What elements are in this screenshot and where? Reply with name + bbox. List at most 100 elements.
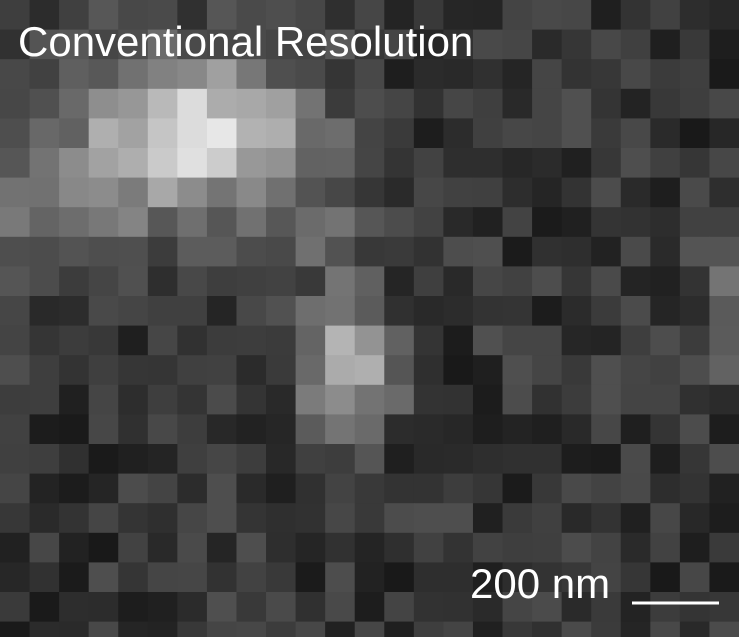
- pixel: [591, 385, 621, 415]
- pixel: [236, 414, 266, 444]
- pixel: [30, 592, 60, 622]
- pixel: [148, 355, 178, 385]
- pixel: [30, 355, 60, 385]
- pixel: [680, 414, 710, 444]
- pixel: [118, 237, 148, 267]
- pixel: [89, 178, 119, 208]
- pixel: [355, 474, 385, 504]
- pixel: [89, 414, 119, 444]
- pixel: [473, 89, 503, 119]
- pixel: [296, 148, 326, 178]
- pixel: [30, 148, 60, 178]
- pixel: [30, 89, 60, 119]
- pixel: [591, 148, 621, 178]
- pixel: [473, 30, 503, 60]
- pixel: [325, 148, 355, 178]
- pixel: [650, 414, 680, 444]
- pixel: [207, 414, 237, 444]
- pixel: [680, 592, 710, 622]
- pixel: [532, 207, 562, 237]
- pixel: [207, 474, 237, 504]
- pixel: [621, 30, 651, 60]
- pixel: [503, 474, 533, 504]
- pixel: [236, 326, 266, 356]
- pixel: [325, 326, 355, 356]
- pixel: [591, 237, 621, 267]
- pixel: [355, 562, 385, 592]
- pixel: [532, 178, 562, 208]
- pixel: [236, 296, 266, 326]
- pixel: [236, 592, 266, 622]
- pixel: [621, 592, 651, 622]
- pixel: [562, 266, 592, 296]
- pixel: [296, 296, 326, 326]
- pixel: [266, 355, 296, 385]
- pixel: [177, 444, 207, 474]
- pixel: [443, 474, 473, 504]
- pixel: [236, 207, 266, 237]
- pixel: [384, 148, 414, 178]
- pixel: [532, 533, 562, 563]
- pixel: [177, 533, 207, 563]
- pixel: [30, 326, 60, 356]
- pixel: [503, 414, 533, 444]
- pixel: [473, 622, 503, 637]
- pixel: [621, 622, 651, 637]
- pixel: [0, 118, 30, 148]
- pixel: [443, 444, 473, 474]
- pixel: [680, 266, 710, 296]
- pixel: [0, 474, 30, 504]
- pixel: [532, 355, 562, 385]
- pixel: [118, 622, 148, 637]
- pixel: [503, 237, 533, 267]
- pixel: [355, 592, 385, 622]
- pixel: [503, 89, 533, 119]
- pixel: [59, 414, 89, 444]
- pixel: [325, 355, 355, 385]
- pixel: [680, 0, 710, 30]
- pixel: [177, 503, 207, 533]
- pixel: [443, 326, 473, 356]
- pixel: [680, 178, 710, 208]
- pixel: [296, 266, 326, 296]
- pixel: [148, 414, 178, 444]
- pixel: [414, 592, 444, 622]
- pixel: [591, 89, 621, 119]
- pixel: [59, 592, 89, 622]
- pixel: [207, 178, 237, 208]
- pixel: [177, 296, 207, 326]
- pixel: [532, 148, 562, 178]
- pixel: [414, 385, 444, 415]
- pixel-grid: [0, 0, 739, 637]
- pixel: [414, 414, 444, 444]
- pixel: [591, 30, 621, 60]
- pixel: [355, 533, 385, 563]
- pixel: [650, 237, 680, 267]
- pixel: [59, 533, 89, 563]
- pixel: [562, 622, 592, 637]
- pixel: [0, 266, 30, 296]
- pixel: [503, 533, 533, 563]
- pixel: [148, 178, 178, 208]
- pixel: [709, 474, 739, 504]
- pixel: [325, 592, 355, 622]
- pixel: [236, 562, 266, 592]
- pixel: [680, 207, 710, 237]
- pixel: [118, 562, 148, 592]
- pixel: [177, 207, 207, 237]
- pixel: [59, 207, 89, 237]
- pixel: [384, 474, 414, 504]
- pixel: [177, 622, 207, 637]
- pixel: [414, 148, 444, 178]
- pixel: [30, 237, 60, 267]
- pixel: [709, 296, 739, 326]
- pixel: [177, 89, 207, 119]
- pixel: [266, 622, 296, 637]
- pixel: [532, 503, 562, 533]
- pixel: [177, 178, 207, 208]
- pixel: [296, 207, 326, 237]
- pixel: [177, 414, 207, 444]
- pixel: [325, 296, 355, 326]
- pixel: [473, 474, 503, 504]
- pixel: [0, 562, 30, 592]
